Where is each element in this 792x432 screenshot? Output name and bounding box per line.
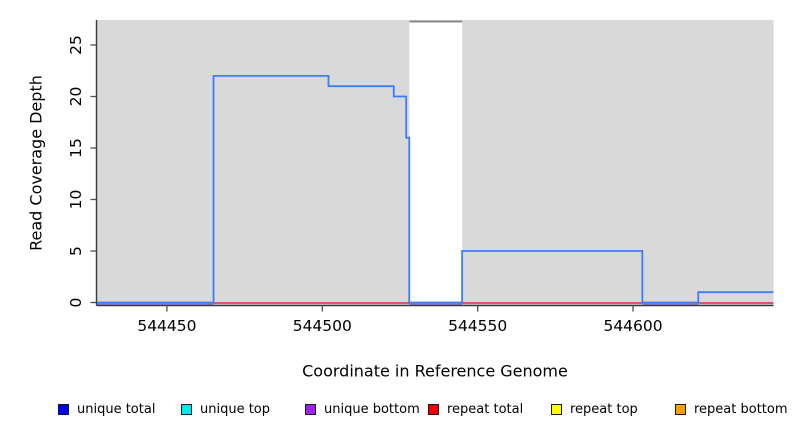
y-tick-label: 15	[67, 138, 85, 158]
legend-item-repeat-bottom: repeat bottom	[675, 402, 788, 417]
legend-item-label: unique bottom	[324, 402, 420, 417]
y-tick-label: 5	[67, 246, 85, 256]
unique-bottom-swatch-icon	[305, 404, 316, 415]
y-tick-label: 10	[67, 190, 85, 210]
y-axis-title: Read Coverage Depth	[26, 75, 46, 251]
y-tick-label: 0	[67, 298, 85, 308]
unique-total-swatch-icon	[58, 404, 69, 415]
y-tick-label: 20	[67, 87, 85, 107]
legend-item-unique-bottom: unique bottom	[305, 402, 420, 417]
legend-item-label: unique top	[200, 402, 271, 417]
y-tick-label: 25	[67, 35, 85, 55]
unique-total-line	[97, 75, 774, 304]
legend-item-unique-top: unique top	[181, 402, 270, 417]
x-tick-label: 544500	[293, 317, 352, 335]
repeat-total-swatch-icon	[428, 404, 439, 415]
x-axis-title: Coordinate in Reference Genome	[302, 361, 568, 381]
x-tick-label: 544450	[137, 317, 196, 335]
unique-top-swatch-icon	[181, 404, 192, 415]
legend-item-label: repeat total	[447, 402, 524, 417]
repeat-top-swatch-icon	[551, 404, 562, 415]
repeat-bottom-swatch-icon	[675, 404, 686, 415]
masked-region	[409, 21, 463, 306]
legend-item-unique-total: unique total	[58, 402, 155, 417]
legend-item-label: unique total	[77, 402, 156, 417]
x-tick-label: 544600	[603, 317, 662, 335]
legend-item-label: repeat bottom	[694, 402, 788, 417]
legend-item-repeat-top: repeat top	[551, 402, 638, 417]
legend-item-repeat-total: repeat total	[428, 402, 523, 417]
legend: unique total unique top unique bottom re…	[0, 398, 792, 422]
x-tick-label: 544550	[448, 317, 507, 335]
legend-item-label: repeat top	[570, 402, 638, 417]
